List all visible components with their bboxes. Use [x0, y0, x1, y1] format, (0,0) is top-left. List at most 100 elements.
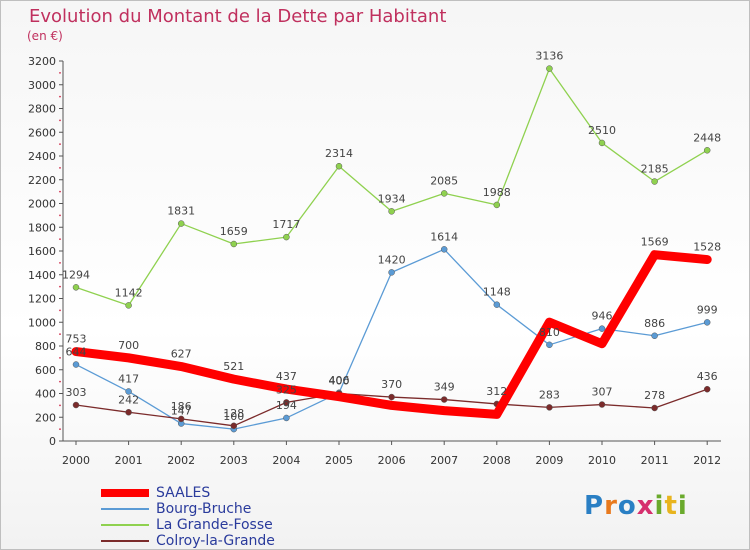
data-label: 278	[644, 389, 665, 402]
x-tick-label: 2003	[220, 454, 248, 467]
x-tick-label: 2010	[588, 454, 616, 467]
x-tick-label: 2001	[115, 454, 143, 467]
data-label: 436	[697, 370, 718, 383]
x-tick-label: 2009	[535, 454, 563, 467]
data-label: 1659	[220, 225, 248, 238]
line-chart: 0 200 400 600 800 1000 1200 1400 1600 1800 2000 220…	[28, 50, 721, 467]
series-point-1	[283, 414, 290, 422]
data-label: 349	[434, 381, 455, 394]
y-tick-label: 2400	[28, 150, 56, 163]
data-label: 644	[66, 346, 87, 359]
data-label: 194	[276, 399, 297, 412]
series-point-1	[125, 388, 132, 395]
series-point-1	[388, 269, 395, 276]
y-tick-label: 1400	[28, 269, 56, 282]
series-point-1	[703, 319, 711, 326]
proxiti-logo: Proxiti	[584, 491, 688, 521]
data-label: 2314	[325, 147, 353, 160]
series-point-2	[72, 284, 80, 291]
y-tick-label: 1600	[28, 245, 56, 258]
data-label: 312	[486, 385, 507, 398]
series-point-3	[72, 401, 80, 409]
series-point-2	[283, 233, 290, 241]
series-point-2	[177, 220, 185, 227]
y-tick-label: 1200	[28, 293, 56, 306]
series-point-2	[703, 147, 711, 154]
series-point-3	[440, 396, 448, 403]
x-tick-label: 2007	[430, 454, 458, 467]
data-label: 1528	[693, 241, 721, 254]
legend-label-colroy-la-grande: Colroy-la-Grande	[156, 533, 275, 549]
data-label: 946	[592, 310, 613, 323]
data-label: 1148	[483, 286, 511, 299]
legend-swatch-bourg-bruche	[101, 508, 149, 510]
legend-label-bourg-bruche: Bourg-Bruche	[156, 501, 252, 517]
data-label: 2510	[588, 124, 616, 137]
y-tick-label: 400	[35, 388, 56, 401]
series-point-2	[493, 201, 501, 209]
y-minor-dot	[59, 428, 61, 431]
y-tick-label: 2200	[28, 174, 56, 187]
x-tick-label: 2012	[693, 454, 721, 467]
x-tick-label: 2006	[378, 454, 406, 467]
series-point-2	[125, 302, 132, 309]
series-point-2	[335, 162, 343, 170]
y-minor-dot	[59, 95, 61, 98]
series-point-3	[703, 385, 711, 393]
series-point-1	[493, 301, 501, 308]
series-point-2	[598, 139, 606, 147]
y-minor-dot	[59, 404, 61, 407]
data-label: 1294	[62, 268, 90, 281]
x-tick-label: 2004	[272, 454, 300, 467]
x-tick-label: 2005	[325, 454, 353, 467]
series-point-2	[388, 208, 395, 215]
series-point-3	[283, 399, 290, 406]
data-label: 1614	[430, 230, 458, 243]
y-minor-dot	[59, 356, 61, 359]
x-tick-label: 2008	[483, 454, 511, 467]
y-minor-dot	[59, 238, 61, 241]
data-label: 417	[118, 372, 139, 385]
data-label: 627	[171, 348, 192, 361]
series-line-0	[71, 250, 712, 419]
series-point-1	[651, 332, 658, 340]
data-label: 1831	[167, 205, 195, 218]
series-point-1	[598, 325, 606, 332]
y-minor-dot	[59, 285, 61, 288]
y-minor-dot	[59, 143, 61, 146]
series-point-3	[177, 415, 185, 423]
y-tick-label: 3200	[28, 55, 56, 68]
y-minor-dot	[59, 119, 61, 122]
series-point-3	[388, 393, 395, 401]
data-label: 521	[223, 360, 244, 373]
data-label: 1142	[115, 286, 143, 299]
data-label: 753	[66, 333, 87, 346]
y-tick-label: 1800	[28, 221, 56, 234]
data-label: 1934	[378, 192, 406, 205]
y-minor-dot	[59, 190, 61, 193]
legend-label-saales: SAALES	[156, 485, 211, 501]
data-label: 2185	[641, 163, 669, 176]
data-label: 1569	[641, 236, 669, 249]
series-point-3	[598, 401, 606, 408]
data-label: 886	[644, 317, 665, 330]
data-label: 400	[329, 375, 350, 388]
data-label: 1420	[378, 253, 406, 266]
series-point-3	[125, 409, 132, 416]
legend-swatch-la-grande-fosse	[101, 524, 149, 526]
legend-swatch-colroy-la-grande	[101, 540, 149, 542]
data-label: 2085	[430, 174, 458, 187]
series-point-3	[651, 404, 658, 412]
series-point-2	[230, 240, 238, 248]
unit-label: (en €)	[27, 29, 63, 43]
series-point-1	[440, 246, 448, 253]
data-label: 700	[118, 339, 139, 352]
data-label: 406	[329, 374, 350, 387]
data-label: 100	[223, 410, 244, 423]
data-label: 283	[539, 388, 560, 401]
data-label: 2448	[693, 131, 721, 144]
y-tick-label: 200	[35, 411, 56, 424]
data-label: 147	[171, 405, 192, 418]
data-label: 999	[697, 303, 718, 316]
